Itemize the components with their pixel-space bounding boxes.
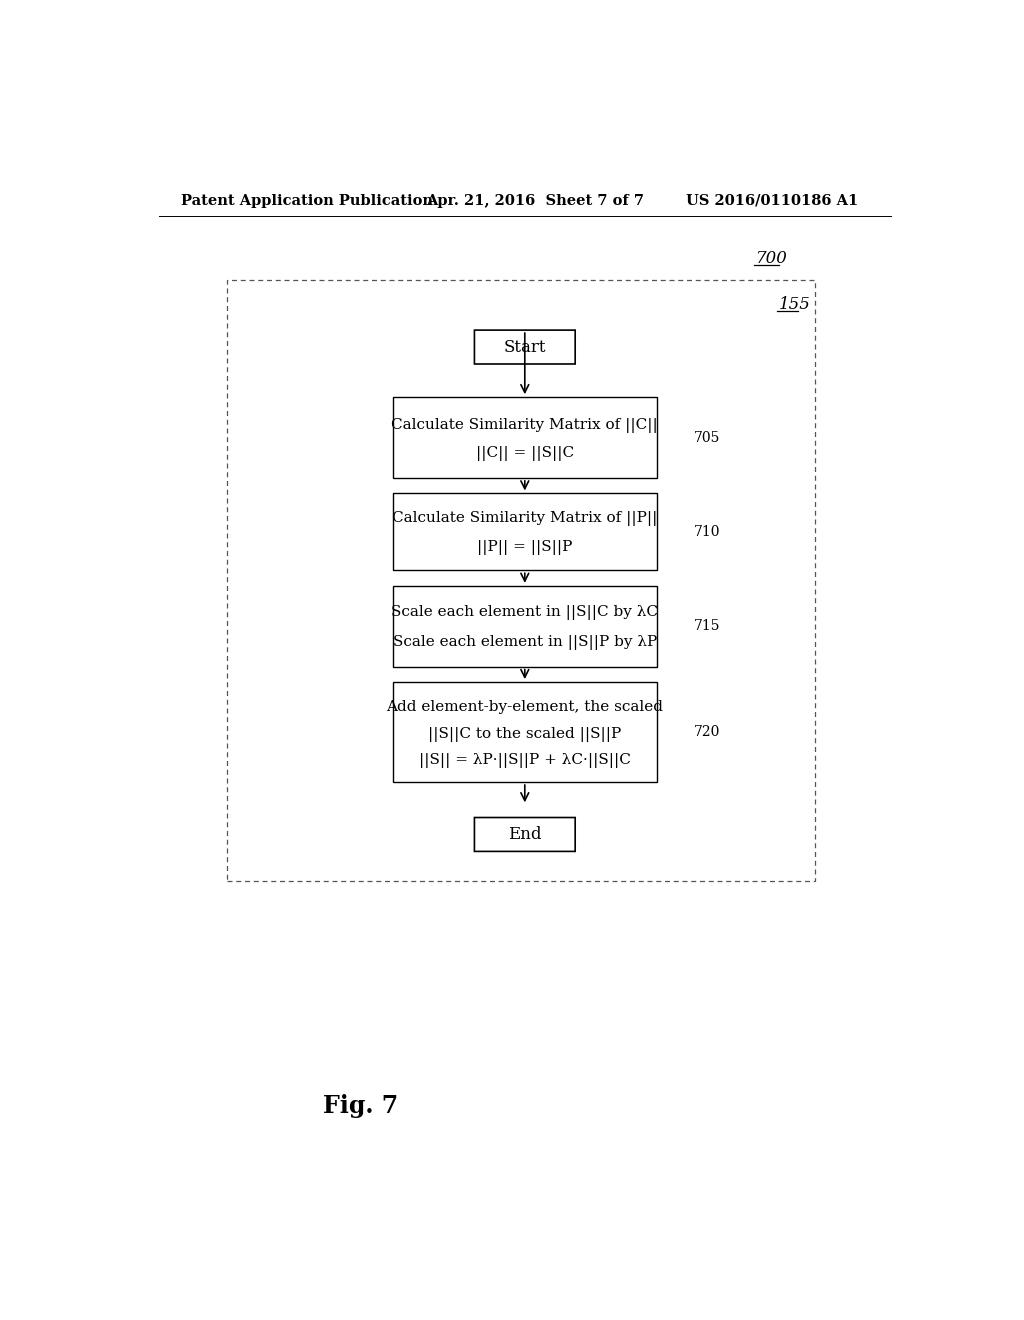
Text: US 2016/0110186 A1: US 2016/0110186 A1 <box>686 194 858 207</box>
Bar <box>393 397 656 478</box>
FancyBboxPatch shape <box>474 330 575 364</box>
Text: Calculate Similarity Matrix of ||C||: Calculate Similarity Matrix of ||C|| <box>391 418 658 433</box>
Text: Start: Start <box>504 338 546 355</box>
Text: 700: 700 <box>756 249 787 267</box>
Text: 705: 705 <box>693 430 720 445</box>
Bar <box>393 586 656 667</box>
Bar <box>227 280 815 880</box>
Text: ||S|| = λP·||S||P + λC·||S||C: ||S|| = λP·||S||P + λC·||S||C <box>419 752 631 767</box>
Text: Scale each element in ||S||C by λC: Scale each element in ||S||C by λC <box>391 605 658 620</box>
Text: 715: 715 <box>693 619 720 634</box>
Text: End: End <box>508 826 542 843</box>
Text: Apr. 21, 2016  Sheet 7 of 7: Apr. 21, 2016 Sheet 7 of 7 <box>426 194 644 207</box>
Text: 720: 720 <box>693 725 720 739</box>
Text: 155: 155 <box>779 296 811 313</box>
Text: 710: 710 <box>693 525 720 539</box>
Bar <box>393 494 656 570</box>
Bar <box>393 682 656 781</box>
Text: ||C|| = ||S||C: ||C|| = ||S||C <box>476 446 573 461</box>
Text: Calculate Similarity Matrix of ||P||: Calculate Similarity Matrix of ||P|| <box>392 511 657 527</box>
Text: Fig. 7: Fig. 7 <box>323 1093 398 1118</box>
Text: Add element-by-element, the scaled: Add element-by-element, the scaled <box>386 700 664 714</box>
Text: Scale each element in ||S||P by λP: Scale each element in ||S||P by λP <box>392 635 657 649</box>
FancyBboxPatch shape <box>474 817 575 851</box>
Text: Patent Application Publication: Patent Application Publication <box>180 194 433 207</box>
Text: ||P|| = ||S||P: ||P|| = ||S||P <box>477 540 572 554</box>
Text: ||S||C to the scaled ||S||P: ||S||C to the scaled ||S||P <box>428 726 622 742</box>
